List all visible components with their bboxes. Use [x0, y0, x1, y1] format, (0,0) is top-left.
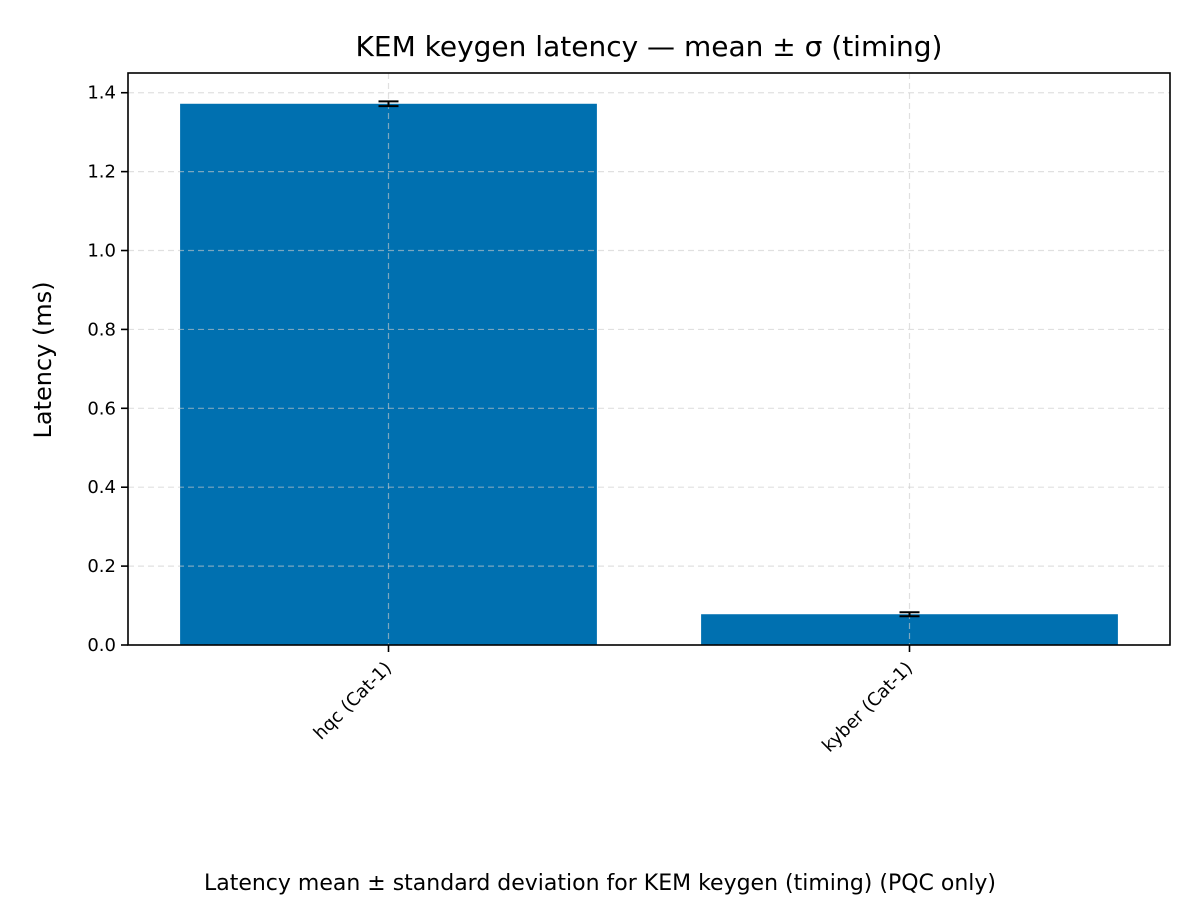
bars: [180, 103, 1118, 645]
plot-frame: [127, 72, 1171, 646]
y-tick-label-4: 0.8: [87, 319, 116, 340]
bar-1: [701, 614, 1118, 645]
y-tick-label-6: 1.2: [87, 162, 116, 183]
x-tick-label-1: kyber (Cat-1): [818, 658, 917, 757]
x-tick-label-0: hqc (Cat-1): [310, 658, 396, 744]
y-tick-label-1: 0.2: [87, 556, 116, 577]
y-tick-label-7: 1.4: [87, 83, 116, 104]
chart-caption: Latency mean ± standard deviation for KE…: [204, 871, 996, 896]
y-tick-label-2: 0.4: [87, 477, 116, 498]
chart-title: KEM keygen latency — mean ± σ (timing): [356, 30, 943, 63]
y-tick-label-5: 1.0: [87, 241, 116, 262]
axes: [127, 72, 1171, 646]
y-axis-label: Latency (ms): [29, 281, 57, 438]
y-tick-label-0: 0.0: [87, 635, 116, 656]
y-tick-label-3: 0.6: [87, 398, 116, 419]
error-bars: [378, 100, 920, 618]
